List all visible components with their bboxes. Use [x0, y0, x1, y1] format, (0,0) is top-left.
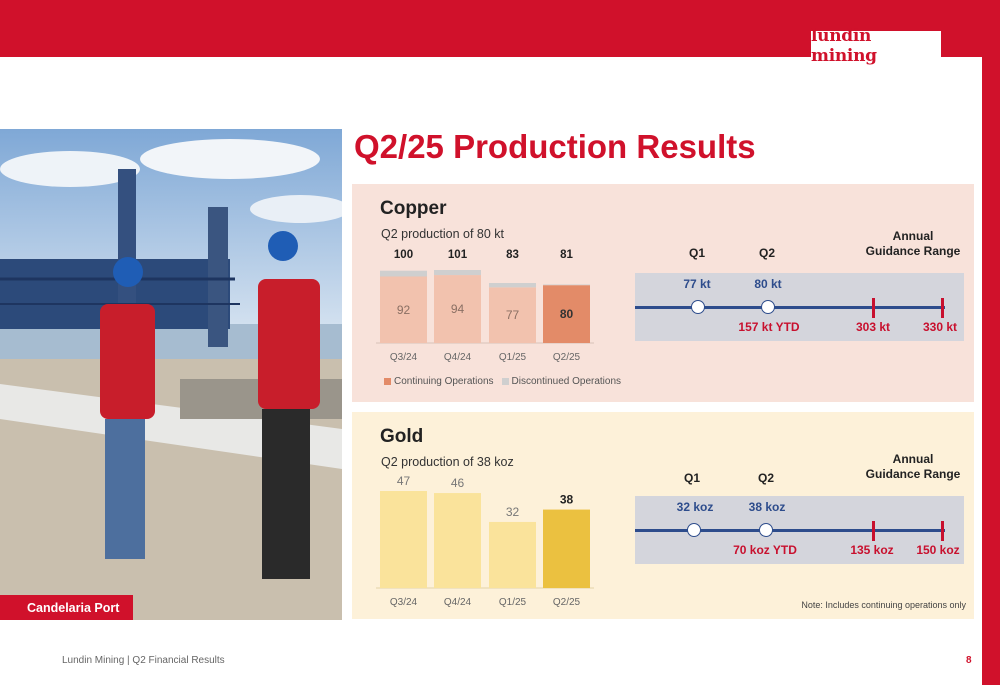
gold-bar-value-Q1/25: 32	[506, 505, 520, 519]
gold-tick-label-Q3/24: Q3/24	[390, 597, 418, 608]
copper-bar-discontinued-Q4/24	[434, 270, 481, 276]
gold-subtitle: Q2 production of 38 koz	[381, 455, 514, 469]
photo-caption: Candelaria Port	[0, 595, 133, 620]
copper-bar-value-Q2/25: 80	[560, 307, 574, 321]
gold-guidance-low-tick	[872, 521, 875, 541]
copper-bar-continuing-Q4/24	[434, 275, 481, 343]
gold-q1-heading: Q1	[683, 471, 701, 485]
copper-tick-label-Q1/25: Q1/25	[499, 352, 527, 363]
copper-title: Copper	[380, 198, 447, 219]
copper-guidance-heading-line1: Annual	[892, 229, 934, 243]
logo-text: lundin mining	[811, 26, 877, 66]
gold-guidance-heading-line1: Annual	[892, 452, 934, 466]
copper-q2-value: 80 kt	[754, 277, 782, 291]
gold-q2-value: 38 koz	[748, 500, 786, 514]
copper-guidance-high: 330 kt	[922, 320, 958, 334]
copper-tick-label-Q2/25: Q2/25	[553, 352, 581, 363]
gold-footnote: Note: Includes continuing operations onl…	[801, 600, 966, 610]
copper-bar-total-Q2/25: 81	[560, 249, 573, 261]
legend-swatch-discontinued	[501, 378, 509, 385]
logo: lundin mining	[811, 26, 941, 66]
copper-subtitle: Q2 production of 80 kt	[381, 227, 504, 241]
copper-panel: Copper Q2 production of 80 kt 92 100 Q3/24…	[352, 184, 974, 402]
copper-bar-total-Q1/25: 83	[506, 249, 519, 261]
gold-bar-chart: 47 Q3/24 46 Q4/24 32 Q1/25 38 Q2/25	[376, 474, 594, 608]
copper-bar-continuing-Q3/24	[380, 276, 427, 343]
gold-guidance-low: 135 koz	[850, 543, 894, 557]
gold-guidance-heading: Annual Guidance Range	[848, 452, 978, 482]
legend-swatch-continuing	[384, 378, 391, 385]
worker-right	[258, 231, 320, 579]
gold-timeline-line	[635, 529, 945, 532]
gold-q1-marker	[687, 523, 701, 537]
copper-q1-heading: Q1	[688, 246, 706, 260]
gold-bar-Q1/25	[489, 521, 536, 588]
copper-bar-continuing-Q2/25	[543, 285, 590, 343]
copper-q1-marker	[691, 300, 705, 314]
copper-tick-label-Q4/24: Q4/24	[444, 352, 472, 363]
gold-tick-label-Q1/25: Q1/25	[499, 597, 527, 608]
copper-guidance-low: 303 kt	[855, 320, 891, 334]
gold-title: Gold	[380, 426, 424, 447]
page-number: 8	[966, 655, 972, 666]
gold-bar-value-Q3/24: 47	[397, 474, 411, 488]
copper-ytd-value: 157 kt YTD	[738, 320, 800, 334]
gold-q1-value: 32 koz	[676, 500, 714, 514]
legend-discontinued-label: Discontinued Operations	[511, 376, 622, 387]
copper-guidance-timeline: 77 kt 80 kt 157 kt YTD 303 kt 330 kt	[635, 273, 964, 341]
copper-bar-total-Q3/24: 100	[394, 249, 413, 261]
gold-bar-Q3/24	[380, 491, 427, 588]
gold-bar-value-Q4/24: 46	[451, 476, 465, 490]
worker-left	[100, 257, 155, 559]
gold-tick-label-Q2/25: Q2/25	[553, 597, 581, 608]
gold-q2-marker	[759, 523, 773, 537]
gold-bar-value-Q2/25: 38	[560, 493, 574, 507]
gold-ytd-value: 70 koz YTD	[733, 543, 797, 557]
copper-bar-discontinued-Q3/24	[380, 270, 427, 277]
page-title: Q2/25 Production Results	[354, 128, 756, 165]
legend-discontinued: Discontinued Operations	[501, 376, 622, 387]
right-edge-band	[982, 0, 1000, 685]
gold-bar-Q2/25	[543, 509, 590, 588]
gold-guidance-high-tick	[941, 521, 944, 541]
copper-bar-value-Q3/24: 92	[397, 303, 411, 317]
copper-bar-continuing-Q1/25	[489, 287, 536, 343]
footer-text: Lundin Mining | Q2 Financial Results	[62, 655, 225, 666]
gold-guidance-heading-line2: Guidance Range	[865, 467, 961, 481]
copper-q2-marker	[761, 300, 775, 314]
legend-continuing-label: Continuing Operations	[394, 376, 494, 387]
copper-bar-value-Q4/24: 94	[451, 302, 465, 316]
gold-q2-heading: Q2	[757, 471, 775, 485]
gold-panel: Gold Q2 production of 38 koz 47 Q3/24 46 Q4…	[352, 412, 974, 619]
copper-bar-discontinued-Q1/25	[489, 283, 536, 288]
copper-q2-heading: Q2	[758, 246, 776, 260]
gold-bar-Q4/24	[434, 493, 481, 588]
copper-guidance-heading-line2: Guidance Range	[865, 244, 961, 258]
legend-continuing: Continuing Operations	[384, 376, 494, 387]
copper-bar-total-Q4/24: 101	[448, 249, 468, 261]
gold-guidance-high: 150 koz	[916, 543, 960, 557]
port-photo-illustration	[0, 129, 342, 620]
copper-bar-chart: 92 100 Q3/24 94 101 Q4/24 77 83 Q1/25 80 81 Q2/25	[376, 249, 594, 363]
copper-timeline-line	[635, 306, 945, 309]
copper-guidance-high-tick	[941, 298, 944, 318]
copper-guidance-low-tick	[872, 298, 875, 318]
copper-legend: Continuing Operations Discontinued Opera…	[384, 376, 621, 387]
site-photo	[0, 129, 342, 620]
copper-bar-value-Q1/25: 77	[506, 308, 520, 322]
copper-q1-value: 77 kt	[683, 277, 711, 291]
gold-guidance-timeline: 32 koz 38 koz 70 koz YTD 135 koz 150 koz	[635, 496, 964, 564]
gold-tick-label-Q4/24: Q4/24	[444, 597, 472, 608]
copper-guidance-heading: Annual Guidance Range	[848, 229, 978, 259]
copper-tick-label-Q3/24: Q3/24	[390, 352, 418, 363]
copper-bar-discontinued-Q2/25	[543, 284, 590, 286]
